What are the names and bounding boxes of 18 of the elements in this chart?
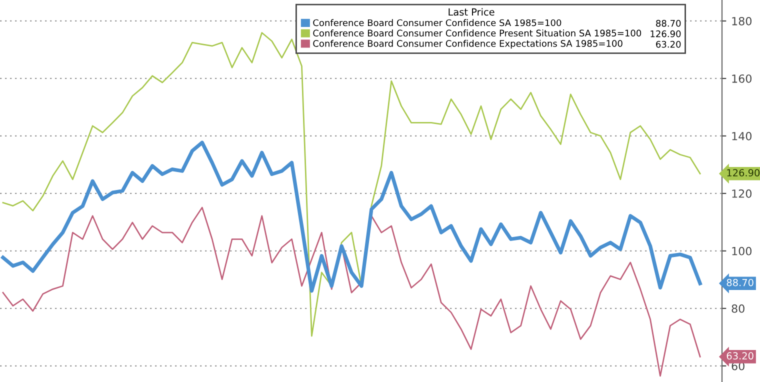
text: 126.90 xyxy=(727,169,760,176)
annotation: 63.20 xyxy=(656,40,681,48)
text: 88.70 xyxy=(726,278,754,286)
annotation: 126.90 xyxy=(650,30,681,38)
legend-title: Last Price xyxy=(448,8,494,16)
y-tick-label: 80 xyxy=(732,304,744,313)
annotation: 88.70 xyxy=(656,20,681,27)
legend-label: Conference Board Consumer Confidence Expectations SA 1985=100 xyxy=(313,40,622,49)
y-tick-label: 180 xyxy=(732,16,752,26)
text: 63.20 xyxy=(726,352,754,360)
y-tick-label: 160 xyxy=(732,74,752,83)
y-tick-label: 120 xyxy=(732,189,752,198)
legend-label: Conference Board Consumer Confidence Present Situation SA 1985=100 xyxy=(313,30,642,37)
y-tick-label: 100 xyxy=(732,246,752,256)
legend-label: Conference Board Consumer Confidence SA 1985=100 xyxy=(313,19,562,26)
y-tick-label: 140 xyxy=(732,132,752,140)
line-series xyxy=(2,206,701,377)
line-series xyxy=(1,140,702,293)
